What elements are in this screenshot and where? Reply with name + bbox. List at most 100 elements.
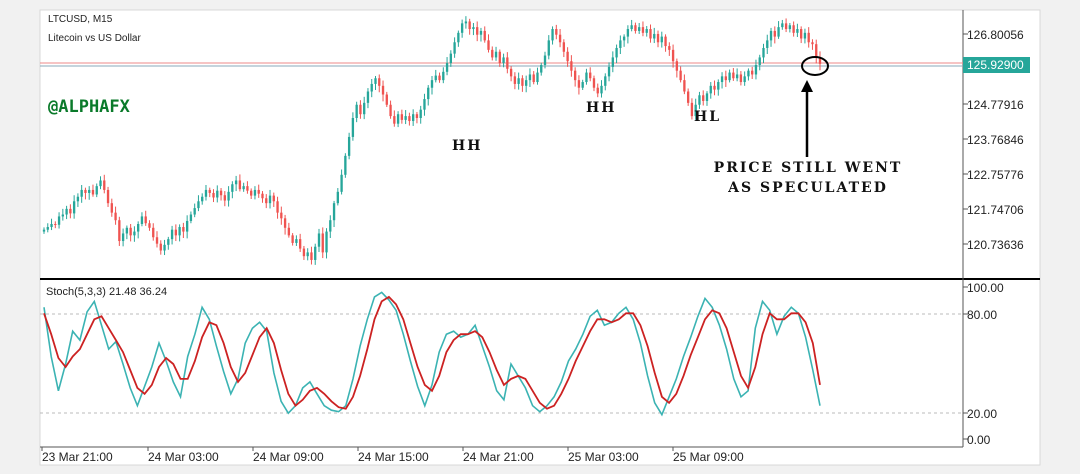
candle-body[interactable] [720,76,724,83]
candle-body[interactable] [144,216,147,224]
candle-body[interactable] [76,196,80,202]
candle-body[interactable] [103,180,106,190]
candle-body[interactable] [638,27,641,31]
candle-body[interactable] [129,227,132,236]
candle-body[interactable] [626,29,630,37]
candle-body[interactable] [283,218,287,228]
candle-body[interactable] [600,85,603,94]
candle-body[interactable] [125,227,129,234]
candle-body[interactable] [581,82,584,88]
candle-body[interactable] [476,27,479,35]
candle-body[interactable] [671,49,675,62]
candle-body[interactable] [234,180,238,185]
candle-body[interactable] [464,21,468,24]
candle-body[interactable] [276,201,279,213]
candle-body[interactable] [532,74,535,83]
candle-body[interactable] [265,198,268,204]
candle-body[interactable] [351,118,355,137]
candle-body[interactable] [317,233,321,247]
candle-body[interactable] [57,216,61,225]
candle-body[interactable] [705,93,709,101]
candle-body[interactable] [592,78,596,88]
candle-body[interactable] [656,33,660,43]
candle-body[interactable] [84,189,87,193]
candle-body[interactable] [298,239,302,249]
candle-body[interactable] [91,189,95,195]
candle-body[interactable] [54,224,57,225]
candle-body[interactable] [246,186,249,191]
candle-body[interactable] [419,109,422,118]
candle-body[interactable] [622,36,626,41]
candle-body[interactable] [88,189,91,193]
candle-body[interactable] [359,104,362,115]
candle-body[interactable] [728,72,731,81]
candle-body[interactable] [641,27,645,33]
candle-body[interactable] [287,227,291,236]
candle-body[interactable] [784,23,788,30]
candle-body[interactable] [295,239,298,243]
candle-body[interactable] [332,203,336,221]
candle-body[interactable] [340,174,343,192]
candle-body[interactable] [528,74,532,81]
candle-body[interactable] [408,116,411,122]
candle-body[interactable] [306,252,309,257]
candle-body[interactable] [253,189,257,196]
candle-body[interactable] [167,239,170,245]
candle-body[interactable] [683,80,686,92]
candle-body[interactable] [543,55,547,65]
candle-body[interactable] [562,42,566,52]
candle-body[interactable] [807,32,810,43]
candle-body[interactable] [686,91,690,103]
candle-body[interactable] [366,91,370,103]
candle-body[interactable] [694,104,697,117]
candle-body[interactable] [445,63,449,72]
candle-body[interactable] [743,76,746,83]
candle-body[interactable] [280,212,283,219]
candle-body[interactable] [423,99,426,110]
candle-body[interactable] [781,23,784,28]
candle-body[interactable] [751,70,754,75]
candle-body[interactable] [732,72,735,79]
candle-body[interactable] [724,76,727,81]
candle-body[interactable] [325,231,328,253]
candle-body[interactable] [619,40,622,48]
candle-body[interactable] [400,114,404,120]
candle-body[interactable] [95,186,98,195]
candle-body[interactable] [182,227,185,232]
candle-body[interactable] [509,68,513,77]
candle-body[interactable] [427,87,430,100]
candle-body[interactable] [702,95,705,101]
candle-body[interactable] [163,244,166,251]
candle-body[interactable] [540,65,543,73]
candle-body[interactable] [758,57,761,65]
candle-body[interactable] [675,61,679,71]
candle-body[interactable] [310,252,313,260]
candle-body[interactable] [589,72,592,79]
candle-body[interactable] [106,189,110,204]
candle-body[interactable] [61,214,65,217]
candle-body[interactable] [314,246,317,260]
candle-body[interactable] [517,78,520,84]
candle-body[interactable] [197,201,200,209]
candle-body[interactable] [788,25,792,30]
candle-body[interactable] [811,42,814,45]
candle-body[interactable] [457,32,460,43]
candle-body[interactable] [291,235,294,243]
candle-body[interactable] [46,227,49,230]
candle-body[interactable] [735,74,739,79]
candle-body[interactable] [148,223,151,228]
candle-body[interactable] [185,220,189,232]
candle-body[interactable] [502,57,505,64]
candle-body[interactable] [193,208,196,215]
candle-body[interactable] [491,49,494,58]
candle-body[interactable] [442,71,445,81]
candle-body[interactable] [336,191,339,204]
candle-body[interactable] [498,51,501,64]
candle-body[interactable] [189,214,193,221]
candle-body[interactable] [717,82,720,90]
candle-body[interactable] [536,72,539,83]
candle-body[interactable] [479,30,483,35]
candle-body[interactable] [238,180,242,190]
candle-body[interactable] [411,114,415,122]
candle-body[interactable] [513,76,517,84]
